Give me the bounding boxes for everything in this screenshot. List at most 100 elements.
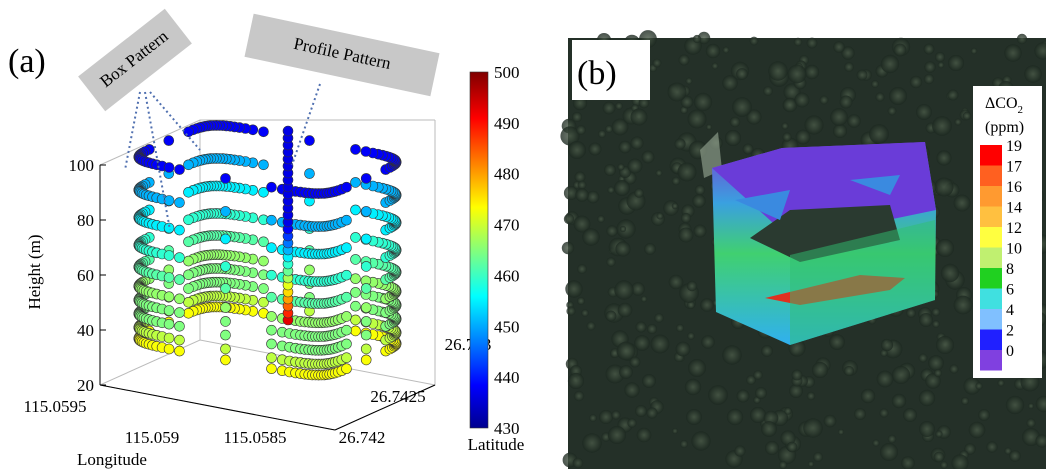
tree [804,64,820,80]
tree [576,125,586,135]
legend-swatch [980,309,1002,330]
tree [619,365,633,379]
sample-point [258,187,269,198]
tree [916,104,932,120]
legend-swatch [980,247,1002,268]
tree [734,445,746,457]
tick-label: 40 [77,321,94,340]
tree [732,97,752,117]
tree [1035,395,1046,413]
sample-point [174,252,185,263]
tree [761,345,773,357]
sample-point [220,316,231,327]
tick-label: 80 [77,211,94,230]
tree [934,177,954,197]
tree [746,109,762,125]
sample-point [174,197,185,208]
sample-point [183,214,194,226]
tree [691,431,711,451]
sample-point [183,255,194,267]
sample-point [341,324,352,336]
tree [566,306,576,316]
tree [722,75,738,91]
tree [963,377,981,395]
tree [667,82,687,102]
tree [634,335,650,351]
sample-point [266,363,277,375]
sample-point [350,144,361,155]
tree [761,421,777,437]
legend-swatch [980,227,1002,248]
sample-point [341,269,352,281]
tree [604,164,616,176]
sample-point [174,274,185,285]
tree [807,460,815,468]
tree [919,313,933,327]
axis-label: Longitude [77,450,147,469]
tree [880,54,900,74]
tree [693,92,713,112]
tree [627,418,637,428]
tree [889,87,907,105]
tree [970,47,978,55]
tree [931,307,941,317]
sample-point [220,206,231,217]
tree [563,213,575,225]
tree [947,54,965,72]
sample-point [174,345,185,357]
tree [635,405,647,417]
tree [687,301,695,309]
sample-point [360,302,372,313]
sample-point [174,164,185,175]
tree [614,280,634,300]
legend-swatch [980,206,1002,227]
tree [624,382,640,398]
tree [571,111,583,123]
tree [582,433,602,453]
tree [736,389,750,403]
tree [753,370,763,380]
tree [724,129,742,147]
tree [582,228,600,246]
tree [742,143,754,155]
tree [678,227,694,243]
tick-label: 60 [77,266,94,285]
tree [839,95,853,109]
sample-point [360,233,372,245]
axis-label: Latitude [468,435,525,454]
sample-point [341,311,352,322]
tick-label: 26.742 [339,428,386,447]
tree [923,73,935,85]
tree [581,309,589,317]
legend-label: 17 [1006,159,1022,176]
tree [588,142,602,156]
sample-point [341,242,352,253]
tree [697,31,711,45]
legend-label: 0 [1006,343,1014,360]
legend-swatch [980,186,1002,207]
sample-point [258,126,269,138]
co2-box [712,142,936,345]
tree [1034,42,1046,60]
tree [819,95,829,105]
tree [891,365,911,385]
tree [630,108,648,126]
legend-label: 4 [1006,302,1014,319]
tree [568,141,586,159]
tree [933,451,945,463]
tree [887,434,897,444]
legend-unit: (ppm) [985,119,1024,136]
tree [605,125,613,133]
tree [627,158,643,174]
tree [686,409,702,425]
tree [675,341,691,357]
colorbar-label: 430 [494,419,520,438]
tree [607,425,627,445]
tree [935,238,955,258]
sample-point [350,287,361,298]
tree [654,313,664,323]
tree [736,68,748,80]
sample-point [163,332,175,344]
tree [844,62,854,72]
sample-point [266,352,277,364]
